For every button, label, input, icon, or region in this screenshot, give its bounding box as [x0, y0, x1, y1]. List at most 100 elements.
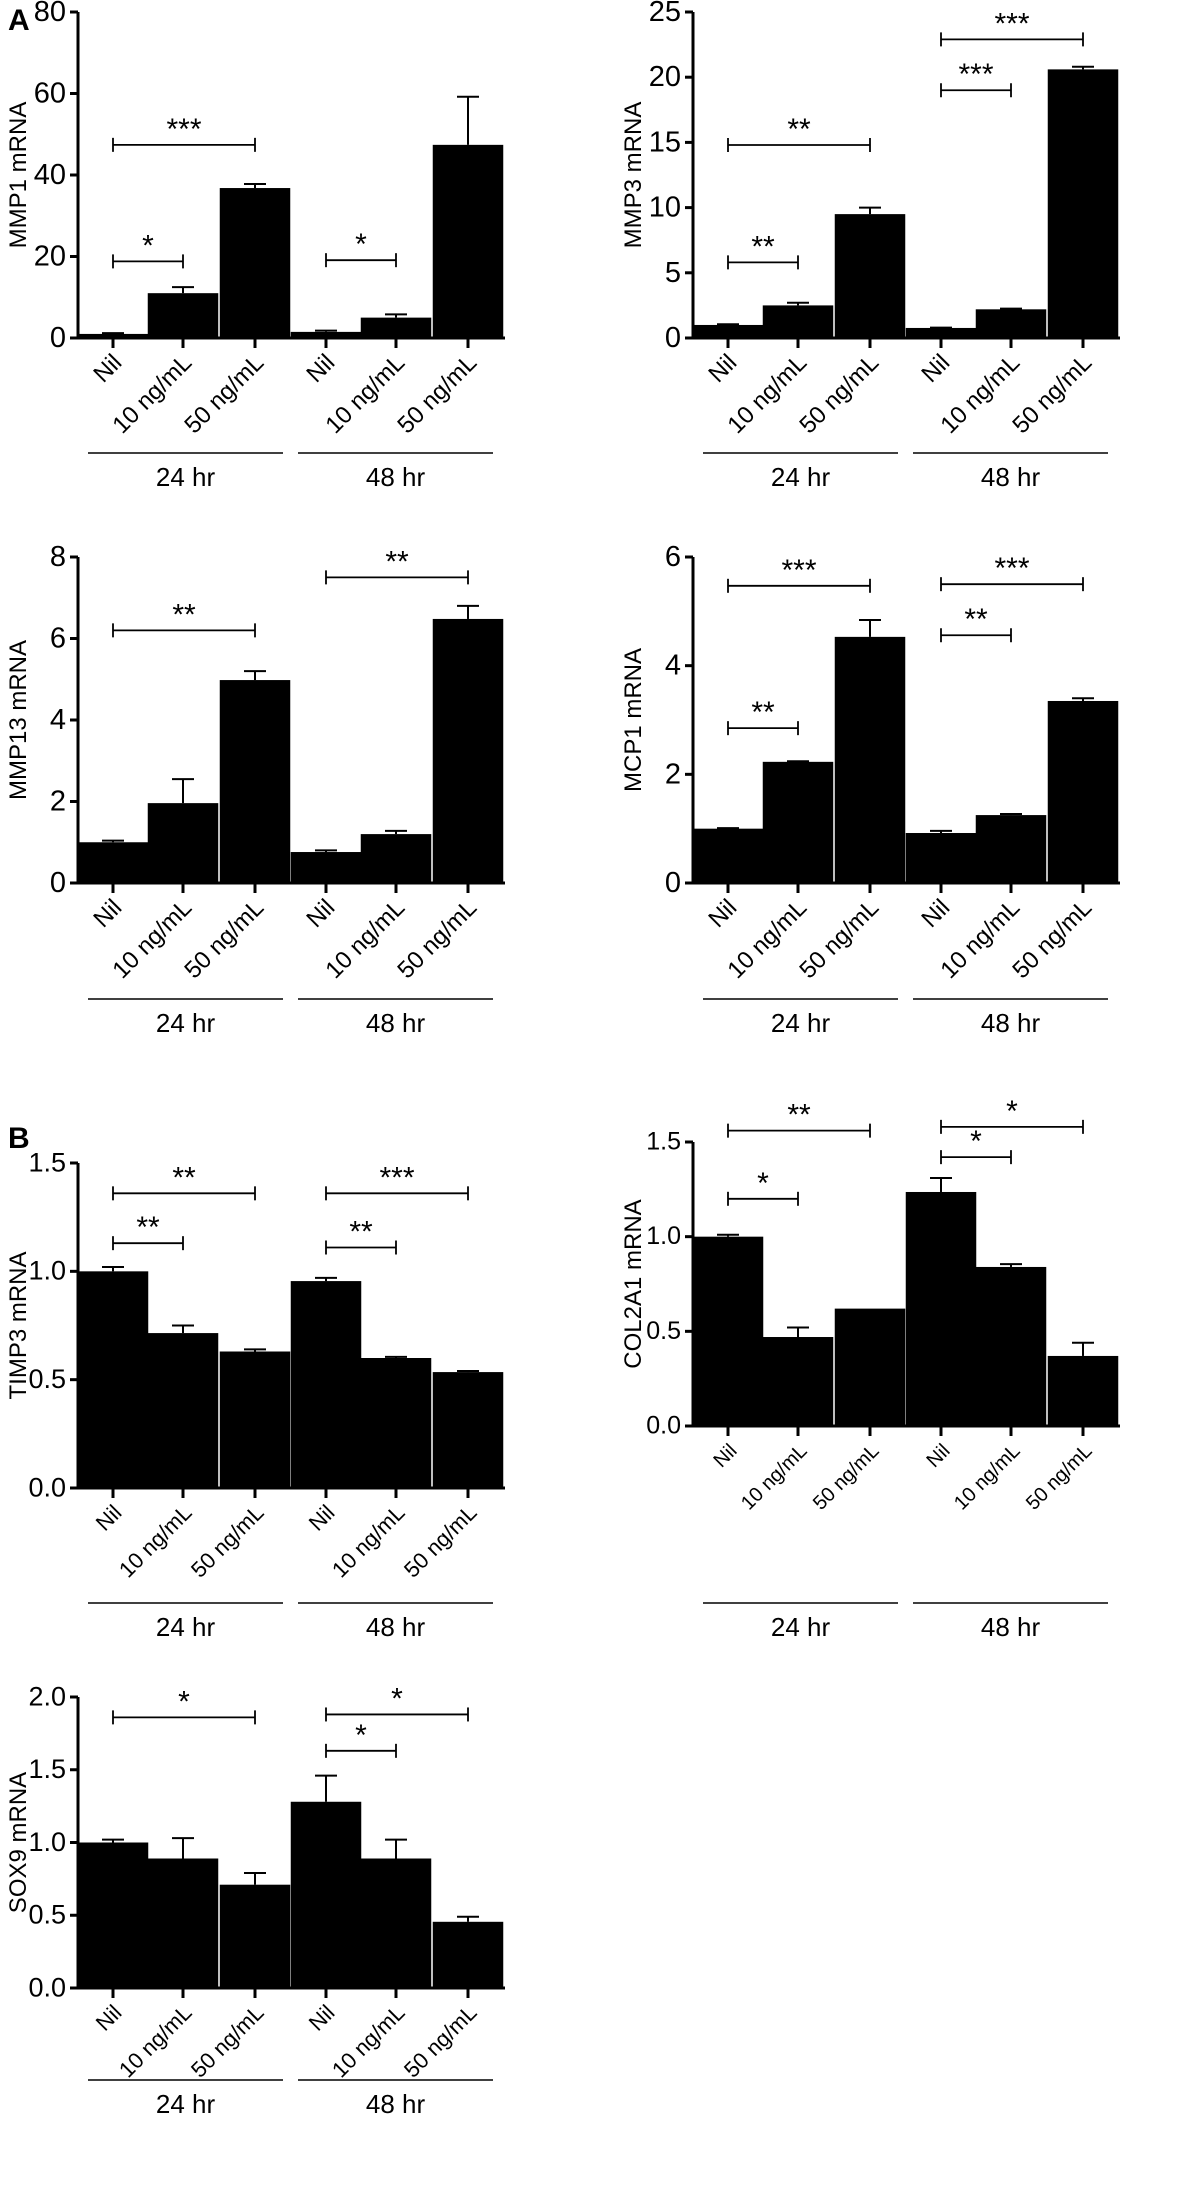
y-tick-label: 0.5: [28, 1364, 66, 1394]
x-tick-label: Nil: [91, 2000, 127, 2036]
bar: [1047, 700, 1119, 883]
bar: [290, 852, 362, 883]
bar: [692, 1236, 764, 1426]
group-label: 24 hr: [156, 462, 216, 492]
bar: [77, 1842, 149, 1988]
x-tick-label: Nil: [916, 894, 955, 933]
group-label: 48 hr: [981, 1612, 1041, 1642]
y-tick-label: 1.5: [28, 1147, 66, 1177]
y-tick-label: 40: [34, 159, 66, 191]
y-axis-label: COL2A1 mRNA: [620, 1199, 647, 1368]
x-tick-label: 50 ng/mL: [179, 894, 269, 984]
significance-stars: ***: [994, 7, 1029, 40]
bar: [77, 842, 149, 883]
bar: [147, 1858, 219, 1988]
x-tick-label: Nil: [88, 894, 127, 933]
bar: [692, 828, 764, 883]
x-tick-label: 50 ng/mL: [179, 349, 269, 439]
bar: [1047, 69, 1119, 338]
x-tick-label: Nil: [709, 1440, 741, 1472]
x-tick-label: Nil: [88, 349, 127, 388]
bar: [432, 1921, 504, 1988]
significance-stars: *: [355, 228, 367, 261]
bar: [905, 1191, 977, 1426]
x-tick-label: Nil: [301, 894, 340, 933]
group-label: 48 hr: [366, 462, 426, 492]
significance-stars: **: [964, 603, 988, 636]
bar: [692, 324, 764, 338]
x-tick-label: Nil: [304, 1500, 340, 1536]
y-tick-label: 1.0: [28, 1827, 66, 1857]
x-tick-label: 10 ng/mL: [327, 1500, 410, 1583]
bar: [975, 309, 1047, 338]
x-tick-label: Nil: [703, 894, 742, 933]
y-tick-label: 6: [665, 541, 681, 573]
group-label: 48 hr: [981, 462, 1041, 492]
bar: [834, 214, 906, 338]
y-tick-label: 20: [649, 61, 681, 93]
bar: [975, 815, 1047, 883]
y-axis-label: MMP13 mRNA: [5, 640, 32, 800]
bar: [147, 293, 219, 338]
group-label: 48 hr: [366, 2089, 426, 2119]
x-tick-label: 50 ng/mL: [186, 1500, 269, 1583]
y-tick-label: 15: [649, 126, 681, 158]
y-tick-label: 4: [50, 704, 66, 736]
bar: [762, 1337, 834, 1426]
y-axis-label: MMP3 mRNA: [620, 102, 647, 249]
significance-stars: ***: [958, 58, 993, 91]
x-tick-label: 50 ng/mL: [392, 894, 482, 984]
bar: [219, 1884, 291, 1988]
bar: [762, 305, 834, 338]
y-tick-label: 2.0: [28, 1681, 66, 1711]
y-tick-label: 0.5: [28, 1900, 66, 1930]
significance-stars: *: [391, 1682, 403, 1715]
y-tick-label: 20: [34, 241, 66, 273]
bar: [432, 1372, 504, 1488]
group-label: 24 hr: [771, 1008, 831, 1038]
y-tick-label: 6: [50, 623, 66, 655]
bar: [360, 1358, 432, 1488]
y-tick-label: 2: [665, 758, 681, 790]
bar: [219, 1351, 291, 1488]
bar: [219, 680, 291, 883]
bar: [1047, 1355, 1119, 1426]
y-tick-label: 5: [665, 257, 681, 289]
y-tick-label: 0.5: [646, 1317, 681, 1345]
group-label: 48 hr: [366, 1612, 426, 1642]
bar: [975, 1266, 1047, 1426]
y-tick-label: 1.5: [28, 1754, 66, 1784]
y-tick-label: 8: [50, 541, 66, 573]
significance-stars: *: [757, 1167, 769, 1200]
x-tick-label: Nil: [91, 1500, 127, 1536]
bar: [905, 327, 977, 338]
x-tick-label: 10 ng/mL: [327, 2000, 410, 2083]
bar: [290, 1801, 362, 1988]
x-tick-label: Nil: [703, 349, 742, 388]
x-tick-label: 50 ng/mL: [794, 894, 884, 984]
y-tick-label: 0: [50, 867, 66, 899]
bar: [147, 803, 219, 883]
x-tick-label: 50 ng/mL: [1007, 894, 1097, 984]
x-tick-label: 50 ng/mL: [1007, 349, 1097, 439]
x-tick-label: 50 ng/mL: [186, 2000, 269, 2083]
bar: [360, 1858, 432, 1988]
x-tick-label: 50 ng/mL: [794, 349, 884, 439]
x-tick-label: 10 ng/mL: [737, 1440, 812, 1515]
group-label: 48 hr: [981, 1008, 1041, 1038]
significance-stars: ***: [166, 113, 201, 146]
significance-stars: **: [172, 1161, 196, 1194]
y-tick-label: 10: [649, 192, 681, 224]
significance-stars: *: [178, 1685, 190, 1718]
bar: [290, 331, 362, 338]
group-label: 24 hr: [771, 462, 831, 492]
y-axis-label: TIMP3 mRNA: [5, 1251, 32, 1399]
significance-stars: **: [349, 1216, 373, 1249]
bar: [77, 1271, 149, 1488]
